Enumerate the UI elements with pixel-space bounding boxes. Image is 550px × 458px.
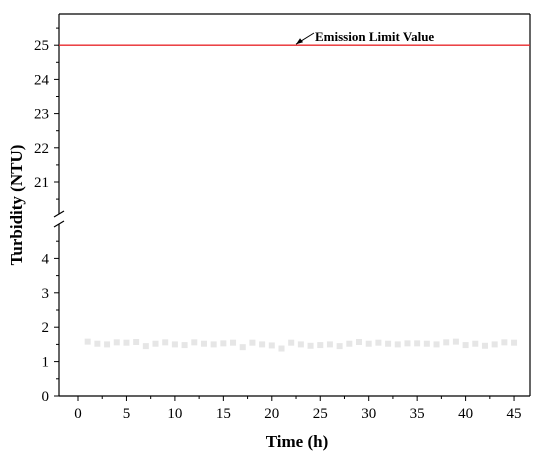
- data-point: [171, 341, 178, 348]
- data-point: [462, 342, 469, 349]
- y-tick-label: 1: [42, 355, 50, 371]
- data-point: [452, 338, 459, 345]
- data-point: [481, 342, 488, 349]
- data-point: [104, 341, 111, 348]
- data-point: [94, 340, 101, 347]
- data-point: [181, 342, 188, 349]
- data-point: [356, 338, 363, 345]
- data-point: [472, 340, 479, 347]
- data-point: [375, 339, 382, 346]
- y-tick-label: 2: [42, 320, 50, 336]
- data-point: [346, 340, 353, 347]
- data-point: [200, 340, 207, 347]
- y-tick-label: 0: [42, 389, 50, 405]
- data-point: [278, 345, 285, 352]
- data-point: [123, 339, 130, 346]
- data-point: [423, 340, 430, 347]
- x-tick-label: 25: [313, 406, 328, 422]
- data-point: [220, 340, 227, 347]
- data-point: [511, 339, 518, 346]
- x-tick-label: 0: [74, 406, 82, 422]
- tick-marks: [54, 27, 515, 401]
- x-tick-label: 10: [167, 406, 182, 422]
- x-tick-label: 15: [216, 406, 231, 422]
- axis-break-mark: [53, 210, 65, 218]
- x-tick-label: 20: [264, 406, 279, 422]
- x-tick-label: 5: [123, 406, 131, 422]
- data-point: [268, 342, 275, 349]
- data-point: [491, 341, 498, 348]
- y-tick-label: 21: [34, 175, 49, 191]
- data-point: [259, 341, 266, 348]
- data-point: [133, 338, 140, 345]
- data-point: [307, 342, 314, 349]
- emission-limit-line: [59, 32, 530, 46]
- y-tick-label: 22: [34, 141, 49, 157]
- annotation-arrowhead: [296, 38, 304, 45]
- y-tick-label: 24: [34, 72, 50, 88]
- data-point: [414, 340, 421, 347]
- data-point: [404, 340, 411, 347]
- x-axis-title: Time (h): [266, 432, 329, 451]
- data-points: [84, 338, 518, 352]
- data-point: [326, 341, 333, 348]
- data-point: [433, 341, 440, 348]
- data-point: [501, 339, 508, 346]
- data-point: [385, 340, 392, 347]
- data-point: [84, 338, 91, 345]
- data-point: [162, 339, 169, 346]
- data-point: [317, 342, 324, 349]
- y-axis-title: Turbidity (NTU): [7, 145, 26, 266]
- data-point: [249, 339, 256, 346]
- y-tick-label: 23: [34, 107, 49, 123]
- data-point: [394, 341, 401, 348]
- y-tick-label: 4: [42, 251, 50, 267]
- data-point: [297, 341, 304, 348]
- x-tick-label: 30: [361, 406, 376, 422]
- data-point: [230, 339, 237, 346]
- data-point: [336, 343, 343, 350]
- data-point: [142, 343, 149, 350]
- data-point: [113, 339, 120, 346]
- data-point: [443, 339, 450, 346]
- data-point: [210, 341, 217, 348]
- x-tick-label: 35: [410, 406, 425, 422]
- axis-break-mark: [53, 220, 65, 228]
- x-tick-label: 40: [458, 406, 473, 422]
- y-tick-label: 25: [34, 38, 49, 54]
- data-point: [191, 339, 198, 346]
- x-tick-label: 45: [507, 406, 522, 422]
- data-point: [239, 344, 246, 351]
- data-point: [365, 340, 372, 347]
- y-tick-label: 3: [42, 286, 50, 302]
- data-point: [288, 339, 295, 346]
- data-point: [152, 340, 159, 347]
- emission-limit-label: Emission Limit Value: [315, 29, 434, 44]
